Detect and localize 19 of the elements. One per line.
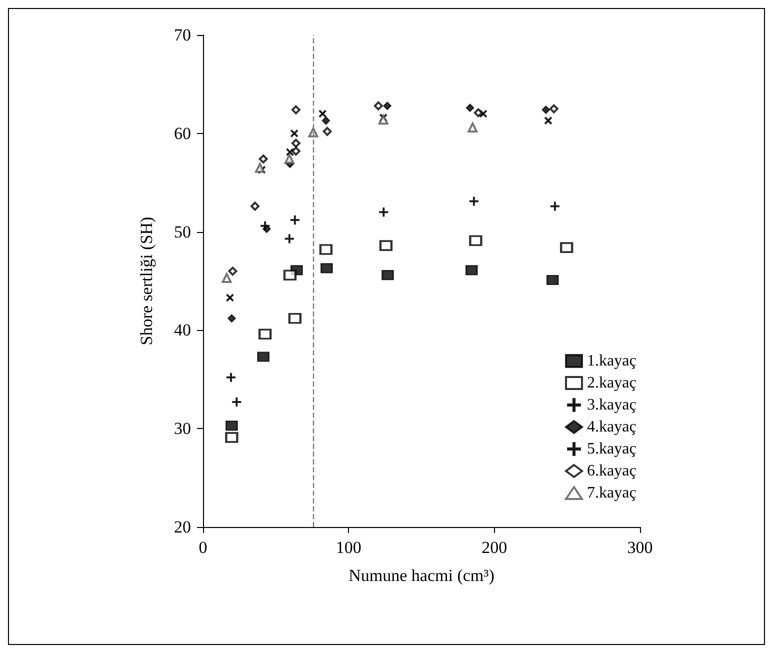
y-tick-label: 50 [174,222,191,242]
y-tick-label: 70 [174,26,191,44]
legend-label: 6.kayaç [587,462,636,480]
y-tick-label: 30 [174,419,191,438]
x-tick-label: 200 [482,538,508,557]
legend-label: 7.kayaç [587,484,636,502]
x-tick-label: 100 [336,538,362,557]
x-tick-label: 0 [198,538,208,557]
y-axis-title: Shore sertliği (SH) [137,216,156,346]
y-tick-label: 40 [174,320,191,340]
legend-label: 5.kayaç [587,440,636,458]
x-tick-label: 300 [627,538,653,557]
legend-label: 2.kayaç [587,374,636,392]
x-axis-title: Numune hacmi (cm³) [348,566,494,585]
legend-label: 1.kayaç [587,352,636,370]
legend-label: 3.kayaç [587,396,636,414]
y-tick-label: 20 [174,518,191,536]
y-tick-label: 60 [174,124,191,143]
legend-label: 4.kayaç [587,418,636,436]
